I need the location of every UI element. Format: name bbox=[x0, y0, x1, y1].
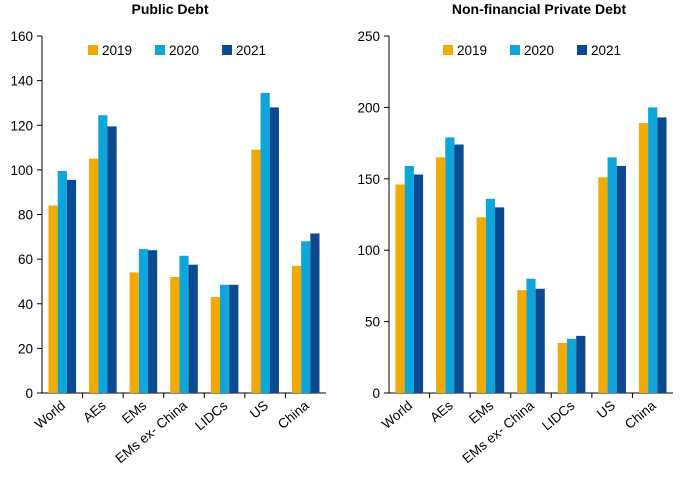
bar-lidcs-2021 bbox=[576, 335, 586, 393]
bar-china-2021 bbox=[657, 117, 667, 394]
x-category-label: EMs ex- China bbox=[112, 397, 190, 466]
bar-world-2021 bbox=[66, 179, 77, 393]
bar-us-2019 bbox=[598, 177, 608, 393]
bar-world-2020 bbox=[57, 170, 67, 393]
legend-label: 2019 bbox=[102, 43, 132, 58]
legend-label: 2021 bbox=[591, 43, 621, 58]
bar-ems-2021 bbox=[148, 250, 158, 393]
legend-label: 2021 bbox=[236, 43, 266, 58]
public-debt-chart: Public Debt 0 20 40 60 80 100 120 140 160 World AEs… bbox=[10, 1, 326, 466]
bar-lidcs-2019 bbox=[210, 297, 220, 393]
x-category-label: US bbox=[594, 398, 618, 422]
y-tick-label: 40 bbox=[18, 297, 33, 312]
legend-swatch-2019 bbox=[88, 45, 98, 55]
bar-ems-ex-china-2019 bbox=[517, 290, 527, 393]
y-tick-label: 200 bbox=[357, 100, 380, 115]
bar-ems-ex-china-2021 bbox=[535, 288, 545, 393]
bar-us-2020 bbox=[260, 92, 270, 393]
legend-label: 2019 bbox=[457, 43, 487, 58]
y-tick-label: 100 bbox=[10, 163, 33, 178]
private-debt-chart: Non-financial Private Debt 0 50 100 150 200 25… bbox=[357, 1, 673, 466]
bar-ems-2020 bbox=[485, 198, 496, 393]
bar-us-2020 bbox=[607, 157, 617, 393]
bar-lidcs-2021 bbox=[229, 284, 239, 393]
chart-title: Non-financial Private Debt bbox=[452, 1, 627, 17]
bar-ems-2019 bbox=[476, 217, 486, 393]
y-tick-label: 80 bbox=[18, 208, 33, 223]
bar-world-2020 bbox=[404, 165, 414, 393]
bar-china-2021 bbox=[310, 233, 320, 393]
y-tick-label: 50 bbox=[365, 315, 380, 330]
bar-ems-ex-china-2021 bbox=[188, 264, 198, 393]
x-category-label: China bbox=[275, 397, 312, 431]
x-category-label: China bbox=[622, 397, 659, 431]
bar-lidcs-2020 bbox=[566, 338, 577, 393]
bar-china-2019 bbox=[291, 265, 302, 393]
y-tick-label: 160 bbox=[10, 29, 33, 44]
legend-label: 2020 bbox=[169, 43, 199, 58]
x-category-label: EMs bbox=[466, 398, 497, 427]
bar-us-2021 bbox=[616, 165, 626, 393]
x-category-label: EMs bbox=[119, 398, 150, 427]
legend-swatch-2021 bbox=[222, 45, 232, 55]
bar-ems-ex-china-2020 bbox=[526, 278, 536, 393]
bar-ems-2021 bbox=[495, 207, 505, 393]
y-tick-label: 150 bbox=[357, 172, 380, 187]
legend-label: 2020 bbox=[524, 43, 554, 58]
y-tick-label: 60 bbox=[18, 252, 33, 267]
x-category-label: EMs ex- China bbox=[459, 397, 537, 466]
bar-china-2020 bbox=[648, 107, 658, 394]
bar-china-2019 bbox=[638, 123, 649, 393]
bar-world-2019 bbox=[48, 205, 58, 393]
x-category-label: LIDCs bbox=[539, 398, 578, 434]
legend-swatch-2020 bbox=[510, 45, 520, 55]
bar-lidcs-2019 bbox=[557, 343, 567, 393]
x-category-label: World bbox=[379, 398, 415, 432]
bar-aes-2021 bbox=[454, 144, 464, 393]
bar-ems-ex-china-2020 bbox=[179, 255, 189, 393]
y-tick-label: 0 bbox=[372, 386, 380, 401]
bar-ems-2019 bbox=[129, 272, 139, 393]
x-category-label: AEs bbox=[80, 398, 109, 426]
legend-swatch-2019 bbox=[443, 45, 453, 55]
y-tick-label: 100 bbox=[357, 243, 380, 258]
bar-us-2021 bbox=[269, 107, 279, 394]
y-tick-label: 20 bbox=[18, 341, 33, 356]
bar-lidcs-2020 bbox=[219, 284, 230, 393]
bar-world-2021 bbox=[413, 174, 424, 393]
bar-world-2019 bbox=[395, 184, 405, 393]
bar-aes-2021 bbox=[107, 126, 117, 393]
legend-swatch-2020 bbox=[155, 45, 165, 55]
y-tick-label: 250 bbox=[357, 29, 380, 44]
bar-aes-2020 bbox=[445, 137, 455, 393]
y-tick-label: 0 bbox=[25, 386, 33, 401]
bar-aes-2019 bbox=[89, 158, 99, 393]
chart-title: Public Debt bbox=[131, 1, 208, 17]
bar-aes-2019 bbox=[436, 157, 446, 393]
x-category-label: AEs bbox=[427, 398, 456, 426]
bar-us-2019 bbox=[251, 149, 261, 393]
y-tick-label: 140 bbox=[10, 74, 33, 89]
x-category-label: LIDCs bbox=[192, 398, 231, 434]
x-category-label: World bbox=[32, 398, 68, 432]
bar-ems-ex-china-2019 bbox=[170, 276, 180, 393]
bar-aes-2020 bbox=[98, 115, 108, 393]
legend-swatch-2021 bbox=[577, 45, 587, 55]
bar-ems-2020 bbox=[138, 249, 149, 393]
x-category-label: US bbox=[247, 398, 271, 422]
bar-china-2020 bbox=[301, 241, 311, 393]
y-tick-label: 120 bbox=[10, 118, 33, 133]
